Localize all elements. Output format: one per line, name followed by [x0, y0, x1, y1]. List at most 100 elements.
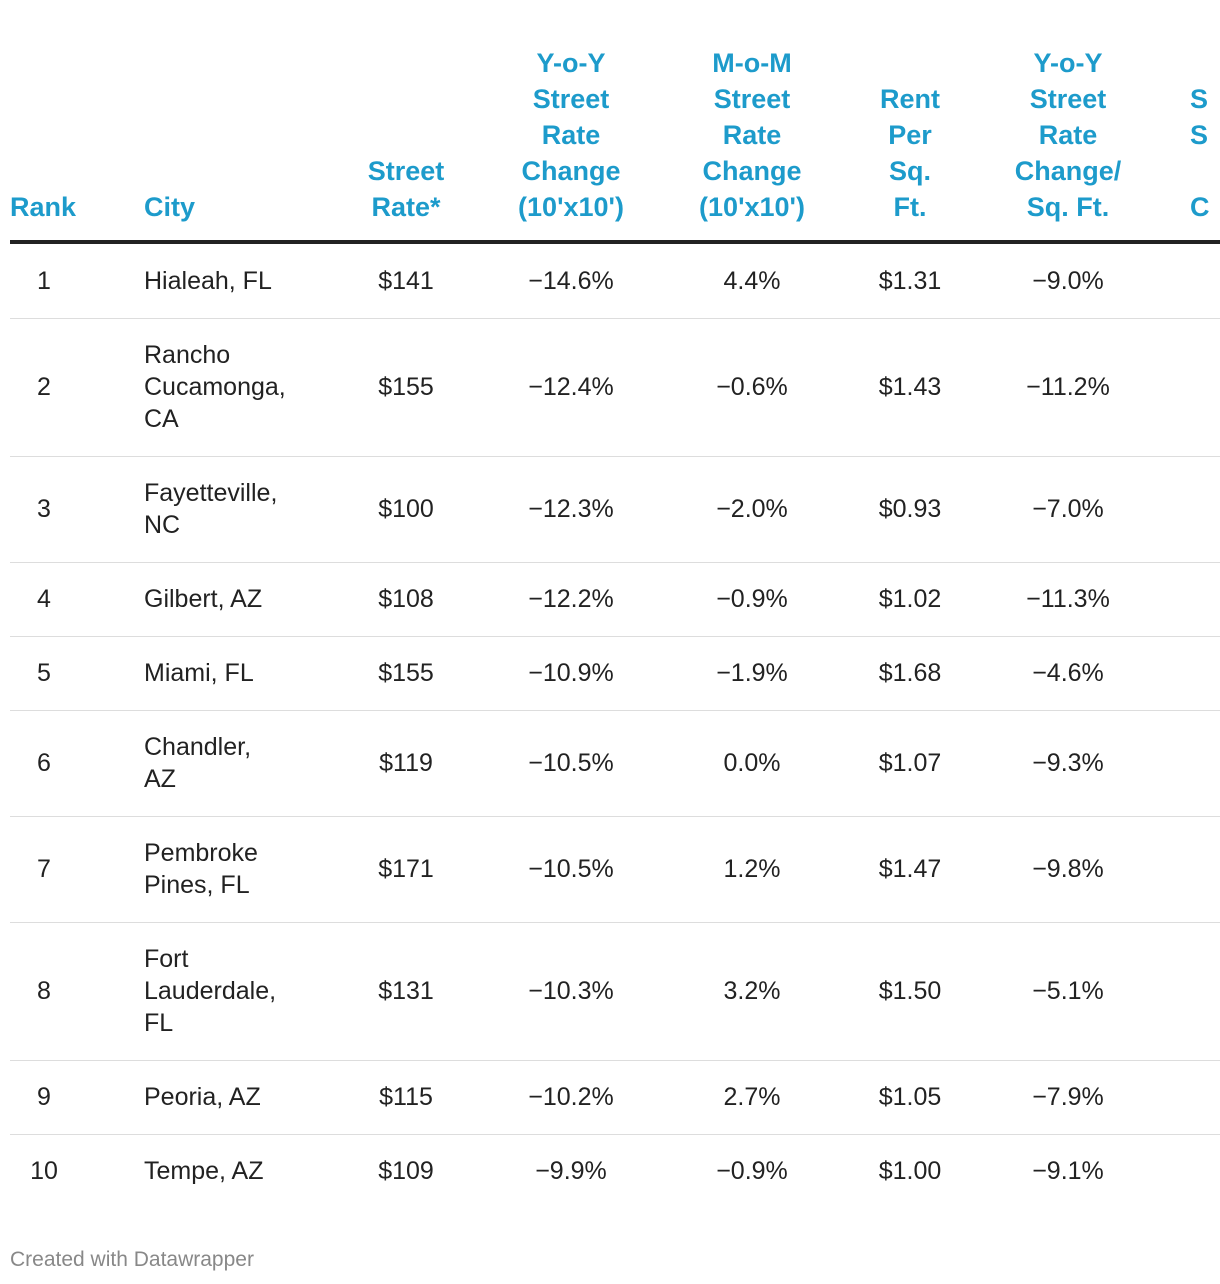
cell-text: 8 — [37, 977, 51, 1005]
cell-text: −11.2% — [1026, 373, 1110, 401]
column-header: Y-o-Y — [1033, 48, 1103, 78]
row-rule — [10, 710, 1220, 711]
cell-text: −10.5% — [528, 749, 614, 777]
column-header: Rent — [880, 84, 940, 114]
row-rule — [10, 318, 1220, 319]
cell-text: −10.9% — [528, 659, 614, 687]
row-rule — [10, 456, 1220, 457]
cell-text: −12.3% — [528, 495, 614, 523]
cell-text: Pembroke — [144, 839, 258, 867]
column-header: Ft. — [893, 192, 927, 222]
cell-text: $1.43 — [878, 373, 942, 401]
cell-text: −14.6% — [528, 267, 614, 295]
column-header: Street — [713, 84, 791, 114]
cell-text: Cucamonga, — [144, 373, 286, 401]
cell-text: −9.3% — [1032, 749, 1104, 777]
cell-text: $109 — [378, 1157, 434, 1185]
cell-text: CA — [144, 405, 179, 433]
cell-text: 3 — [37, 495, 51, 523]
column-header: Rank — [10, 192, 77, 222]
cell-text: 2 — [37, 373, 51, 401]
cell-text: 9 — [37, 1083, 51, 1111]
cell-text: $108 — [378, 585, 434, 613]
row-rule — [10, 240, 1220, 244]
cell-text: −7.9% — [1032, 1083, 1104, 1111]
cell-text: $119 — [379, 749, 433, 777]
cell-text: Rancho — [144, 341, 231, 369]
row-rule — [10, 816, 1220, 817]
cell-text: $100 — [378, 495, 434, 523]
cell-text: $1.31 — [878, 267, 942, 295]
column-header: M-o-M — [712, 48, 792, 78]
cell-text: Hialeah, FL — [144, 267, 272, 295]
cell-text: −9.1% — [1032, 1157, 1104, 1185]
cell-text: −0.6% — [716, 373, 788, 401]
row-rule — [10, 922, 1220, 923]
cell-text: 7 — [37, 855, 51, 883]
cell-text: −9.9% — [535, 1157, 607, 1185]
cell-text: 5 — [37, 659, 51, 687]
column-header: Rate — [541, 120, 601, 150]
cell-text: 4 — [37, 585, 51, 613]
cell-text: AZ — [144, 765, 176, 793]
cell-text: NC — [144, 511, 181, 539]
column-header: Change — [521, 156, 621, 186]
cell-text: −7.0% — [1032, 495, 1104, 523]
column-header: Change — [702, 156, 802, 186]
cell-text: Pines, FL — [144, 871, 250, 899]
cell-text: 3.2% — [723, 977, 781, 1005]
row-rule — [10, 1134, 1220, 1135]
cell-text: −0.9% — [716, 585, 788, 613]
column-header: City — [144, 192, 196, 222]
column-header: (10'x10') — [699, 192, 805, 222]
column-header: (10'x10') — [518, 192, 624, 222]
cell-text: Gilbert, AZ — [144, 585, 263, 613]
cell-text: $1.47 — [878, 855, 942, 883]
cell-text: −12.2% — [528, 585, 614, 613]
cell-text: Miami, FL — [144, 659, 254, 687]
cell-text: 0.0% — [723, 749, 781, 777]
row-rule — [10, 636, 1220, 637]
cell-text: 1 — [37, 267, 51, 295]
column-header: Change/ — [1014, 156, 1122, 186]
column-header: Street — [532, 84, 610, 114]
cell-text: $0.93 — [878, 495, 942, 523]
cell-text: $115 — [379, 1083, 433, 1111]
cell-text: $171 — [378, 855, 434, 883]
column-header: Street — [367, 156, 445, 186]
cell-text: Lauderdale, — [144, 977, 277, 1005]
cell-text: Chandler, — [144, 733, 252, 761]
column-header: Street — [1029, 84, 1107, 114]
cell-text: −0.9% — [716, 1157, 788, 1185]
cell-text: Tempe, AZ — [144, 1157, 264, 1185]
column-header: C — [1190, 192, 1210, 222]
column-header: Per — [888, 120, 932, 150]
cell-text: $1.68 — [878, 659, 942, 687]
cell-text: $155 — [378, 373, 434, 401]
cell-text: 10 — [30, 1157, 58, 1185]
cell-text: $1.02 — [878, 585, 942, 613]
column-header: Sq. Ft. — [1026, 192, 1110, 222]
cell-text: $1.00 — [878, 1157, 942, 1185]
cell-text: −10.5% — [528, 855, 614, 883]
row-rule — [10, 562, 1220, 563]
cell-text: −5.1% — [1032, 977, 1104, 1005]
cell-text: $141 — [378, 267, 434, 295]
cell-text: −1.9% — [716, 659, 788, 687]
column-header: Sq. — [888, 156, 932, 186]
column-header: Rate — [1038, 120, 1098, 150]
cell-text: $1.05 — [878, 1083, 942, 1111]
cell-text: −9.8% — [1032, 855, 1104, 883]
column-header: Rate* — [371, 192, 441, 222]
cell-text: Fayetteville, — [144, 479, 278, 507]
footer: Created with Datawrapper — [10, 1248, 254, 1271]
cell-text: 6 — [37, 749, 51, 777]
cell-text: FL — [144, 1009, 174, 1037]
cell-text: −10.3% — [528, 977, 614, 1005]
cell-text: −9.0% — [1032, 267, 1104, 295]
cell-text: 4.4% — [723, 267, 781, 295]
cell-text: −11.3% — [1026, 585, 1110, 613]
cell-text: Peoria, AZ — [144, 1083, 261, 1111]
cell-text: −2.0% — [716, 495, 788, 523]
